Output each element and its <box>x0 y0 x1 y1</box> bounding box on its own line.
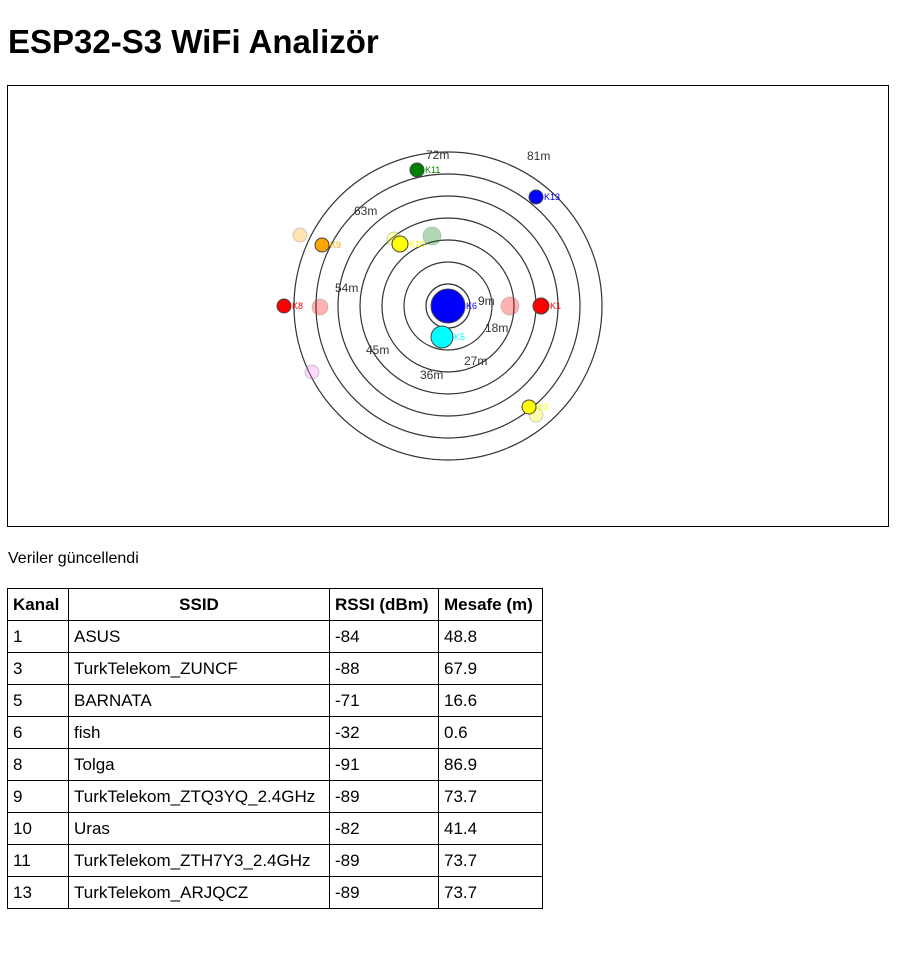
cell-mesafe: 86.9 <box>438 748 543 781</box>
cell-kanal: 10 <box>7 812 69 845</box>
column-header-rssi: RSSI (dBm) <box>329 588 439 621</box>
table-row: 13 TurkTelekom_ARJQCZ -89 73.7 <box>7 876 543 909</box>
cell-rssi: -89 <box>329 780 439 813</box>
cell-kanal: 3 <box>7 652 69 685</box>
cell-mesafe: 48.8 <box>438 620 543 653</box>
table-row: 11 TurkTelekom_ZTH7Y3_2.4GHz -89 73.7 <box>7 844 543 877</box>
column-header-ssid: SSID <box>68 588 330 621</box>
cell-kanal: 5 <box>7 684 69 717</box>
range-label: 54m <box>335 281 358 295</box>
table-row: 5 BARNATA -71 16.6 <box>7 684 543 717</box>
network-dot <box>391 235 409 253</box>
channel-label: K6 <box>466 301 477 311</box>
channel-label: K9 <box>330 240 341 250</box>
table-row: 9 TurkTelekom_ZTQ3YQ_2.4GHz -89 73.7 <box>7 780 543 813</box>
cell-ssid: TurkTelekom_ARJQCZ <box>68 876 330 909</box>
range-label: 45m <box>366 343 389 357</box>
faded-signal-dot <box>422 226 442 246</box>
table-row: 10 Uras -82 41.4 <box>7 812 543 845</box>
cell-rssi: -88 <box>329 652 439 685</box>
cell-kanal: 13 <box>7 876 69 909</box>
cell-kanal: 1 <box>7 620 69 653</box>
range-label: 72m <box>426 148 449 162</box>
range-ring <box>381 239 515 373</box>
cell-rssi: -32 <box>329 716 439 749</box>
column-header-kanal: Kanal <box>7 588 69 621</box>
faded-signal-dot <box>500 296 520 316</box>
cell-rssi: -89 <box>329 876 439 909</box>
range-label: 9m <box>478 294 495 308</box>
faded-signal-dot <box>304 364 320 380</box>
channel-label: K5 <box>454 332 465 342</box>
cell-mesafe: 41.4 <box>438 812 543 845</box>
page-title: ESP32-S3 WiFi Analizör <box>8 23 379 60</box>
cell-mesafe: 67.9 <box>438 652 543 685</box>
network-table: Kanal SSID RSSI (dBm) Mesafe (m) 1 ASUS -8… <box>7 588 543 909</box>
faded-signal-dot <box>311 298 329 316</box>
channel-label: K3 <box>537 402 548 412</box>
cell-kanal: 9 <box>7 780 69 813</box>
network-dot <box>276 298 292 314</box>
cell-rssi: -89 <box>329 844 439 877</box>
cell-kanal: 6 <box>7 716 69 749</box>
radar-canvas: 9m 18m 27m 36m 45m 54m 63m 72m 81m K1 K3 K5 K6 K8 K9 K1… <box>276 148 603 461</box>
channel-label: K11 <box>425 165 440 175</box>
cell-mesafe: 16.6 <box>438 684 543 717</box>
cell-ssid: fish <box>68 716 330 749</box>
cell-rssi: -84 <box>329 620 439 653</box>
cell-ssid: ASUS <box>68 620 330 653</box>
cell-mesafe: 0.6 <box>438 716 543 749</box>
range-label: 63m <box>354 204 377 218</box>
range-ring <box>337 195 559 417</box>
cell-ssid: TurkTelekom_ZUNCF <box>68 652 330 685</box>
channel-label: K8 <box>292 301 303 311</box>
channel-label: K10 <box>409 239 425 249</box>
table-row: 6 fish -32 0.6 <box>7 716 543 749</box>
cell-rssi: -82 <box>329 812 439 845</box>
range-label: 27m <box>464 354 487 368</box>
cell-rssi: -91 <box>329 748 439 781</box>
status-text: Veriler güncellendi <box>8 550 139 567</box>
table-row: 8 Tolga -91 86.9 <box>7 748 543 781</box>
cell-ssid: TurkTelekom_ZTQ3YQ_2.4GHz <box>68 780 330 813</box>
cell-mesafe: 73.7 <box>438 780 543 813</box>
range-ring <box>315 173 581 439</box>
cell-mesafe: 73.7 <box>438 844 543 877</box>
cell-kanal: 8 <box>7 748 69 781</box>
table-header-row: Kanal SSID RSSI (dBm) Mesafe (m) <box>7 588 543 621</box>
table-row: 3 TurkTelekom_ZUNCF -88 67.9 <box>7 652 543 685</box>
network-dot <box>314 237 330 253</box>
cell-rssi: -71 <box>329 684 439 717</box>
network-dot <box>409 162 425 178</box>
table-row: 1 ASUS -84 48.8 <box>7 620 543 653</box>
range-ring <box>403 261 493 351</box>
range-ring <box>293 151 603 461</box>
range-label: 36m <box>420 368 443 382</box>
column-header-mesafe: Mesafe (m) <box>438 588 543 621</box>
network-dot <box>521 399 537 415</box>
channel-label: K13 <box>544 192 560 202</box>
channel-label: K1 <box>550 301 561 311</box>
network-dot <box>430 325 454 349</box>
faded-signal-dot <box>292 227 308 243</box>
range-label: 18m <box>485 321 508 335</box>
cell-ssid: Uras <box>68 812 330 845</box>
cell-ssid: Tolga <box>68 748 330 781</box>
cell-kanal: 11 <box>7 844 69 877</box>
cell-mesafe: 73.7 <box>438 876 543 909</box>
range-label: 81m <box>527 149 550 163</box>
network-dot <box>532 297 550 315</box>
radar-panel: 9m 18m 27m 36m 45m 54m 63m 72m 81m K1 K3 K5 K6 K8 K9 K1… <box>7 85 889 527</box>
cell-ssid: BARNATA <box>68 684 330 717</box>
cell-ssid: TurkTelekom_ZTH7Y3_2.4GHz <box>68 844 330 877</box>
network-dot <box>528 189 544 205</box>
network-dot <box>430 288 466 324</box>
